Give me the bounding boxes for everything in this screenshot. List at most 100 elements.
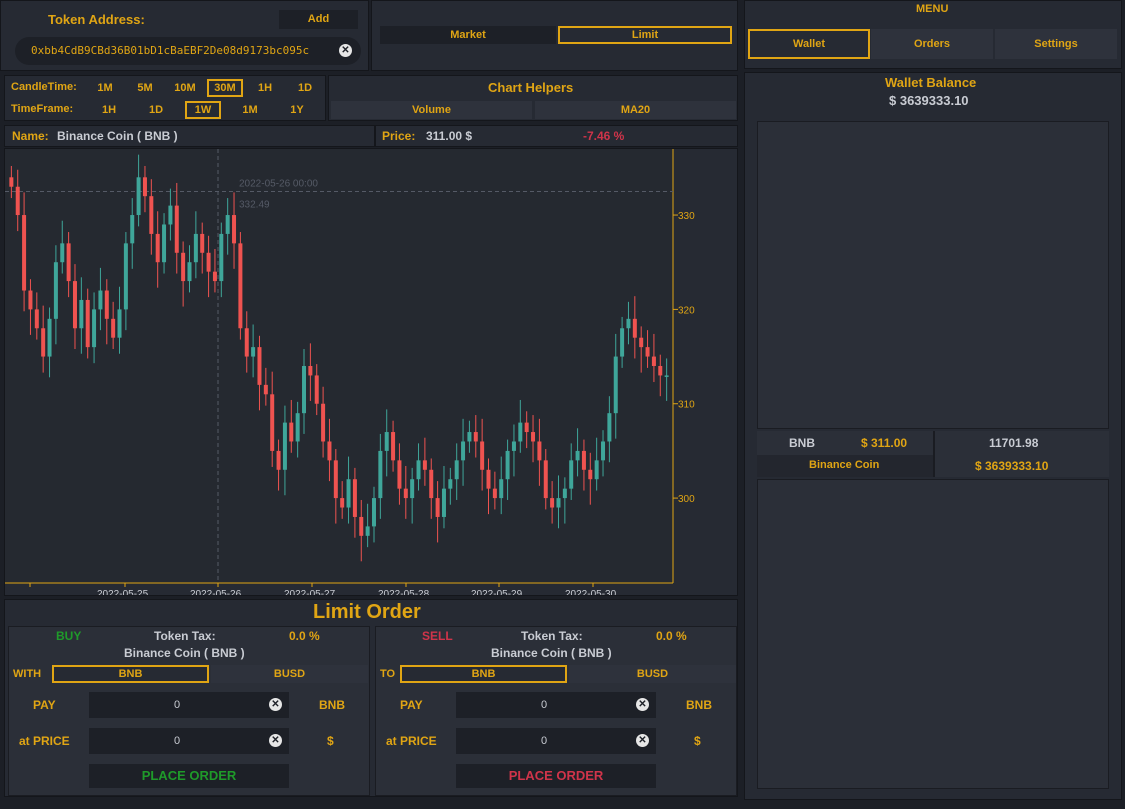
- sell-pay-input[interactable]: 0 ✕: [456, 692, 656, 718]
- x-tick-label: 2022-05-30: [565, 589, 617, 595]
- candle-body: [511, 441, 516, 451]
- limit-tab[interactable]: Limit: [558, 26, 732, 44]
- candle-body: [92, 309, 97, 348]
- candle-body: [79, 299, 84, 329]
- buy-price-clear-icon[interactable]: ✕: [269, 734, 282, 747]
- buy-pay-input[interactable]: 0 ✕: [89, 692, 289, 718]
- buy-price-input[interactable]: 0 ✕: [89, 728, 289, 754]
- candle-body: [581, 450, 586, 470]
- sell-pair-busd[interactable]: BUSD: [569, 665, 736, 683]
- candle-body: [537, 441, 542, 461]
- sell-price-clear-icon[interactable]: ✕: [636, 734, 649, 747]
- sell-side-label: SELL: [422, 629, 453, 643]
- order-type-panel: Market Limit: [371, 0, 738, 71]
- wallet-list-area: [757, 479, 1109, 789]
- buy-place-order-button[interactable]: PLACE ORDER: [89, 764, 289, 788]
- candle-body: [352, 479, 357, 517]
- time-frame-options: 1H 1D 1W 1M 1Y: [91, 101, 327, 119]
- candle-time-option-30m[interactable]: 30M: [207, 79, 243, 97]
- candle-body: [613, 356, 618, 414]
- volume-toggle[interactable]: Volume: [331, 101, 532, 119]
- candle-body: [429, 469, 434, 499]
- candle-body: [664, 375, 669, 377]
- candle-body: [295, 413, 300, 442]
- candle-body: [492, 488, 497, 499]
- candle-body: [651, 356, 656, 366]
- candle-time-option-5m[interactable]: 5M: [137, 82, 153, 94]
- tab-settings[interactable]: Settings: [995, 29, 1117, 59]
- time-frame-option-1d[interactable]: 1D: [148, 104, 164, 116]
- candle-body: [543, 460, 548, 499]
- price-value: 311.00 $: [426, 129, 473, 143]
- token-address-label: Token Address:: [48, 12, 145, 27]
- sell-order-form: SELL Token Tax: 0.0 % Binance Coin ( BNB…: [375, 626, 737, 796]
- candle-body: [206, 252, 211, 272]
- candle-body: [562, 488, 567, 499]
- candle-time-option-1m[interactable]: 1M: [97, 82, 113, 94]
- token-address-panel: Token Address: Add 0xbb4CdB9CBd36B01bD1c…: [0, 0, 369, 71]
- sell-pay-value: 0: [540, 699, 548, 711]
- wallet-token-row[interactable]: BNB $ 311.00 11701.98 Binance Coin $ 363…: [757, 431, 1109, 477]
- candle-body: [467, 432, 472, 442]
- chart-helpers-panel: Chart Helpers Volume MA20: [328, 75, 738, 121]
- time-frame-label: TimeFrame:: [11, 103, 74, 115]
- time-frame-option-1y[interactable]: 1Y: [290, 104, 304, 116]
- candle-body: [588, 469, 593, 480]
- sell-token-name: Binance Coin ( BNB ): [491, 646, 612, 660]
- candle-body: [289, 422, 294, 442]
- x-tick-label: 2022-05-28: [378, 589, 430, 595]
- crosshair-date-label: 2022-05-26 00:00: [239, 179, 318, 190]
- info-divider: [374, 126, 376, 146]
- tab-orders[interactable]: Orders: [871, 29, 993, 59]
- token-address-input[interactable]: 0xbb4CdB9CBd36B01bD1cBaEBF2De08d9173bc09…: [15, 37, 361, 65]
- crosshair-price-label: 332.49: [239, 200, 270, 211]
- buy-tax-label: Token Tax:: [154, 629, 216, 643]
- candle-body: [162, 224, 167, 263]
- candle-body: [104, 290, 109, 319]
- clear-address-icon[interactable]: ✕: [339, 44, 352, 57]
- candle-body: [480, 441, 485, 470]
- price-chart[interactable]: 300 310 320 330 2022-05-25 2022-05-26 2022-05-…: [5, 149, 737, 595]
- candle-body: [200, 233, 205, 253]
- candle-body: [645, 347, 650, 357]
- time-frame-option-1m[interactable]: 1M: [242, 104, 258, 116]
- candle-body: [15, 186, 20, 216]
- candle-body: [142, 177, 147, 197]
- candle-body: [384, 432, 389, 451]
- candle-body: [193, 233, 198, 263]
- candle-body: [632, 318, 637, 338]
- candle-time-option-1h[interactable]: 1H: [257, 82, 273, 94]
- buy-pay-clear-icon[interactable]: ✕: [269, 698, 282, 711]
- x-tick-label: 2022-05-25: [97, 589, 149, 595]
- sell-price-input[interactable]: 0 ✕: [456, 728, 656, 754]
- candle-body: [569, 460, 574, 489]
- buy-pair-bnb[interactable]: BNB: [52, 665, 209, 683]
- y-tick-label: 330: [678, 211, 695, 222]
- time-frame-option-1h[interactable]: 1H: [101, 104, 117, 116]
- candle-time-option-1d[interactable]: 1D: [297, 82, 313, 94]
- time-frame-option-1w[interactable]: 1W: [185, 101, 221, 119]
- limit-order-panel: Limit Order BUY Token Tax: 0.0 % Binance…: [4, 599, 738, 797]
- sell-pair-bnb[interactable]: BNB: [400, 665, 567, 683]
- candle-body: [473, 432, 478, 442]
- candle-body: [422, 460, 427, 470]
- candle-body: [219, 233, 224, 282]
- candle-time-option-10m[interactable]: 10M: [174, 82, 196, 94]
- candle-body: [72, 281, 77, 329]
- menu-panel: MENU Wallet Orders Settings: [744, 0, 1122, 69]
- candle-body: [98, 290, 103, 310]
- market-tab[interactable]: Market: [380, 26, 556, 44]
- buy-pair-busd[interactable]: BUSD: [211, 665, 368, 683]
- ma20-toggle[interactable]: MA20: [535, 101, 736, 119]
- tab-wallet[interactable]: Wallet: [748, 29, 870, 59]
- price-chart-panel[interactable]: 300 310 320 330 2022-05-25 2022-05-26 2022-05-…: [4, 148, 738, 596]
- buy-tax-value: 0.0 %: [289, 629, 320, 643]
- candle-body: [327, 441, 332, 461]
- candle-body: [238, 243, 243, 329]
- sell-place-order-button[interactable]: PLACE ORDER: [456, 764, 656, 788]
- sell-pay-clear-icon[interactable]: ✕: [636, 698, 649, 711]
- add-token-button[interactable]: Add: [279, 10, 358, 29]
- candle-body: [524, 422, 529, 433]
- candle-body: [257, 347, 262, 385]
- candle-body: [620, 328, 625, 357]
